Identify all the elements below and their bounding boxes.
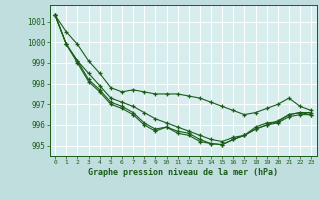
X-axis label: Graphe pression niveau de la mer (hPa): Graphe pression niveau de la mer (hPa) [88,168,278,177]
